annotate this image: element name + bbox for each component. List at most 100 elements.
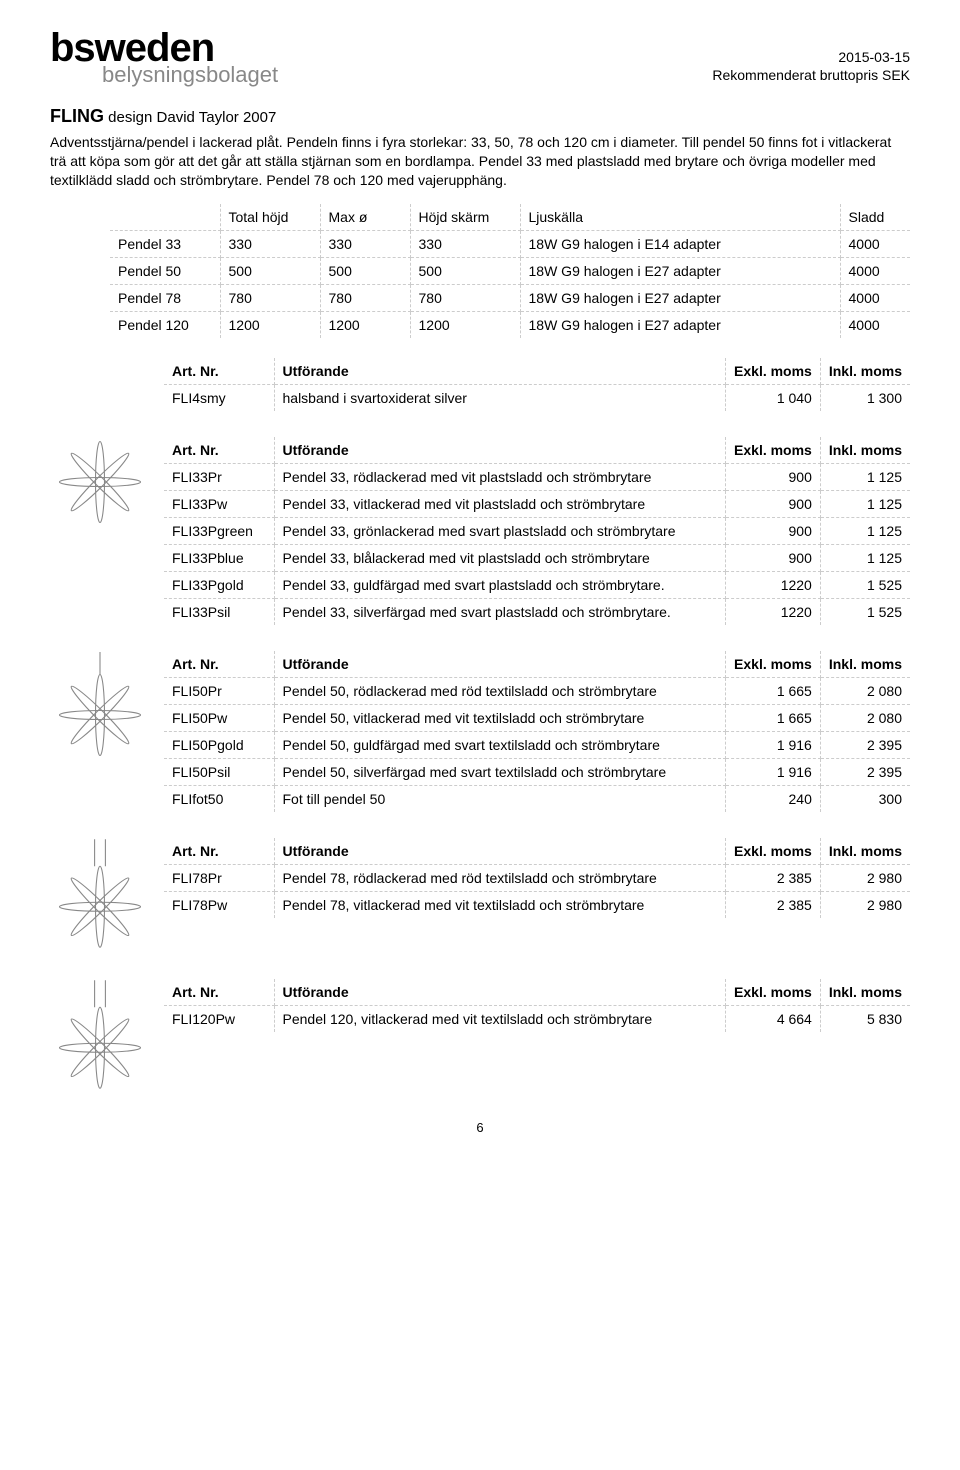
spec-row: Pendel 3333033033018W G9 halogen i E14 a… [110,230,910,257]
col-exkl: Exkl. moms [726,838,821,865]
price-row: FLI50PrPendel 50, rödlackerad med röd te… [164,677,910,704]
spec-cell: 18W G9 halogen i E27 adapter [520,311,840,338]
price-table-4: Art. Nr. Utförande Exkl. moms Inkl. moms… [164,838,910,918]
cell-inkl: 2 395 [820,758,910,785]
price-header-row: Art. Nr. Utförande Exkl. moms Inkl. moms [164,437,910,464]
spec-cell: 1200 [410,311,520,338]
price-row: FLI33PgreenPendel 33, grönlackerad med s… [164,517,910,544]
col-inkl: Inkl. moms [820,838,910,865]
cell-exkl: 1 916 [726,758,821,785]
product-icon-78 [50,838,150,953]
col-exkl: Exkl. moms [726,979,821,1006]
cell-art: FLI33Pgreen [164,517,274,544]
cell-utf: Pendel 50, silverfärgad med svart textil… [274,758,726,785]
cell-exkl: 1 916 [726,731,821,758]
cell-art: FLI50Pr [164,677,274,704]
cell-exkl: 900 [726,544,821,571]
col-art: Art. Nr. [164,838,274,865]
star-hang-icon [55,651,145,761]
price-section-4: Art. Nr. Utförande Exkl. moms Inkl. moms… [50,838,910,953]
cell-art: FLI50Pw [164,704,274,731]
col-inkl: Inkl. moms [820,437,910,464]
cell-inkl: 1 525 [820,598,910,625]
price-header-row: Art. Nr. Utförande Exkl. moms Inkl. moms [164,651,910,678]
page-header: bsweden belysningsbolaget 2015-03-15 Rek… [50,30,910,88]
cell-exkl: 1 040 [726,384,821,411]
cell-utf: Fot till pendel 50 [274,785,726,812]
spec-row: Pendel 5050050050018W G9 halogen i E27 a… [110,257,910,284]
cell-inkl: 1 125 [820,544,910,571]
cell-inkl: 1 125 [820,517,910,544]
spec-cell: 18W G9 halogen i E27 adapter [520,257,840,284]
spec-cell: 780 [220,284,320,311]
col-utf: Utförande [274,651,726,678]
price-row: FLI33PrPendel 33, rödlackerad med vit pl… [164,463,910,490]
price-row: FLI33PbluePendel 33, blålackerad med vit… [164,544,910,571]
spec-col-empty [110,204,220,231]
spec-col-hojd: Höjd skärm [410,204,520,231]
product-design: design David Taylor 2007 [104,109,276,126]
price-row: FLI33PsilPendel 33, silverfärgad med sva… [164,598,910,625]
spec-col-total: Total höjd [220,204,320,231]
col-art: Art. Nr. [164,437,274,464]
price-table-2: Art. Nr. Utförande Exkl. moms Inkl. moms… [164,437,910,625]
cell-art: FLI33Pw [164,490,274,517]
star-hang-icon [55,979,145,1094]
cell-utf: Pendel 33, rödlackerad med vit plastslad… [274,463,726,490]
cell-utf: Pendel 120, vitlackerad med vit textilsl… [274,1005,726,1032]
cell-utf: Pendel 33, silverfärgad med svart plasts… [274,598,726,625]
price-row: FLI120PwPendel 120, vitlackerad med vit … [164,1005,910,1032]
cell-utf: Pendel 33, grönlackerad med svart plasts… [274,517,726,544]
spec-col-max: Max ø [320,204,410,231]
product-icon-120 [50,979,150,1094]
spec-cell: Pendel 50 [110,257,220,284]
spec-cell: 4000 [840,311,910,338]
cell-art: FLI33Pblue [164,544,274,571]
price-row: FLI50PgoldPendel 50, guldfärgad med svar… [164,731,910,758]
price-section-1: Art. Nr. Utförande Exkl. moms Inkl. moms… [164,358,910,411]
spec-cell: 18W G9 halogen i E27 adapter [520,284,840,311]
spec-cell: 330 [320,230,410,257]
cell-exkl: 1 665 [726,677,821,704]
cell-inkl: 2 980 [820,864,910,891]
cell-art: FLI50Psil [164,758,274,785]
price-table-1: Art. Nr. Utförande Exkl. moms Inkl. moms… [164,358,910,411]
brand-sub: belysningsbolaget [102,62,278,88]
doc-priceline: Rekommenderat bruttopris SEK [712,66,910,84]
cell-art: FLI120Pw [164,1005,274,1032]
price-section-2: Art. Nr. Utförande Exkl. moms Inkl. moms… [50,437,910,625]
cell-exkl: 1 665 [726,704,821,731]
cell-inkl: 2 080 [820,677,910,704]
spec-cell: 1200 [220,311,320,338]
spec-cell: 330 [410,230,520,257]
cell-exkl: 2 385 [726,891,821,918]
col-art: Art. Nr. [164,979,274,1006]
price-row: FLI50PsilPendel 50, silverfärgad med sva… [164,758,910,785]
cell-utf: Pendel 33, blålackerad med vit plastslad… [274,544,726,571]
spec-col-sladd: Sladd [840,204,910,231]
price-row: FLI50PwPendel 50, vitlackerad med vit te… [164,704,910,731]
price-section-5: Art. Nr. Utförande Exkl. moms Inkl. moms… [50,979,910,1094]
spec-cell: Pendel 120 [110,311,220,338]
cell-utf: halsband i svartoxiderat silver [274,384,726,411]
cell-inkl: 5 830 [820,1005,910,1032]
col-utf: Utförande [274,838,726,865]
spec-cell: 780 [410,284,520,311]
cell-utf: Pendel 33, vitlackerad med vit plastslad… [274,490,726,517]
price-header-row: Art. Nr. Utförande Exkl. moms Inkl. moms [164,838,910,865]
price-row: FLI78PrPendel 78, rödlackerad med röd te… [164,864,910,891]
spec-cell: 4000 [840,230,910,257]
cell-art: FLI33Psil [164,598,274,625]
col-utf: Utförande [274,358,726,385]
header-meta: 2015-03-15 Rekommenderat bruttopris SEK [712,48,910,84]
cell-exkl: 240 [726,785,821,812]
star-hang-icon [55,838,145,953]
spec-header-row: Total höjd Max ø Höjd skärm Ljuskälla Sl… [110,204,910,231]
page-number: 6 [50,1120,910,1135]
price-table-3: Art. Nr. Utförande Exkl. moms Inkl. moms… [164,651,910,812]
price-section-3: Art. Nr. Utförande Exkl. moms Inkl. moms… [50,651,910,812]
spec-col-ljus: Ljuskälla [520,204,840,231]
cell-inkl: 1 300 [820,384,910,411]
cell-utf: Pendel 50, vitlackerad med vit textilsla… [274,704,726,731]
spec-cell: 500 [320,257,410,284]
